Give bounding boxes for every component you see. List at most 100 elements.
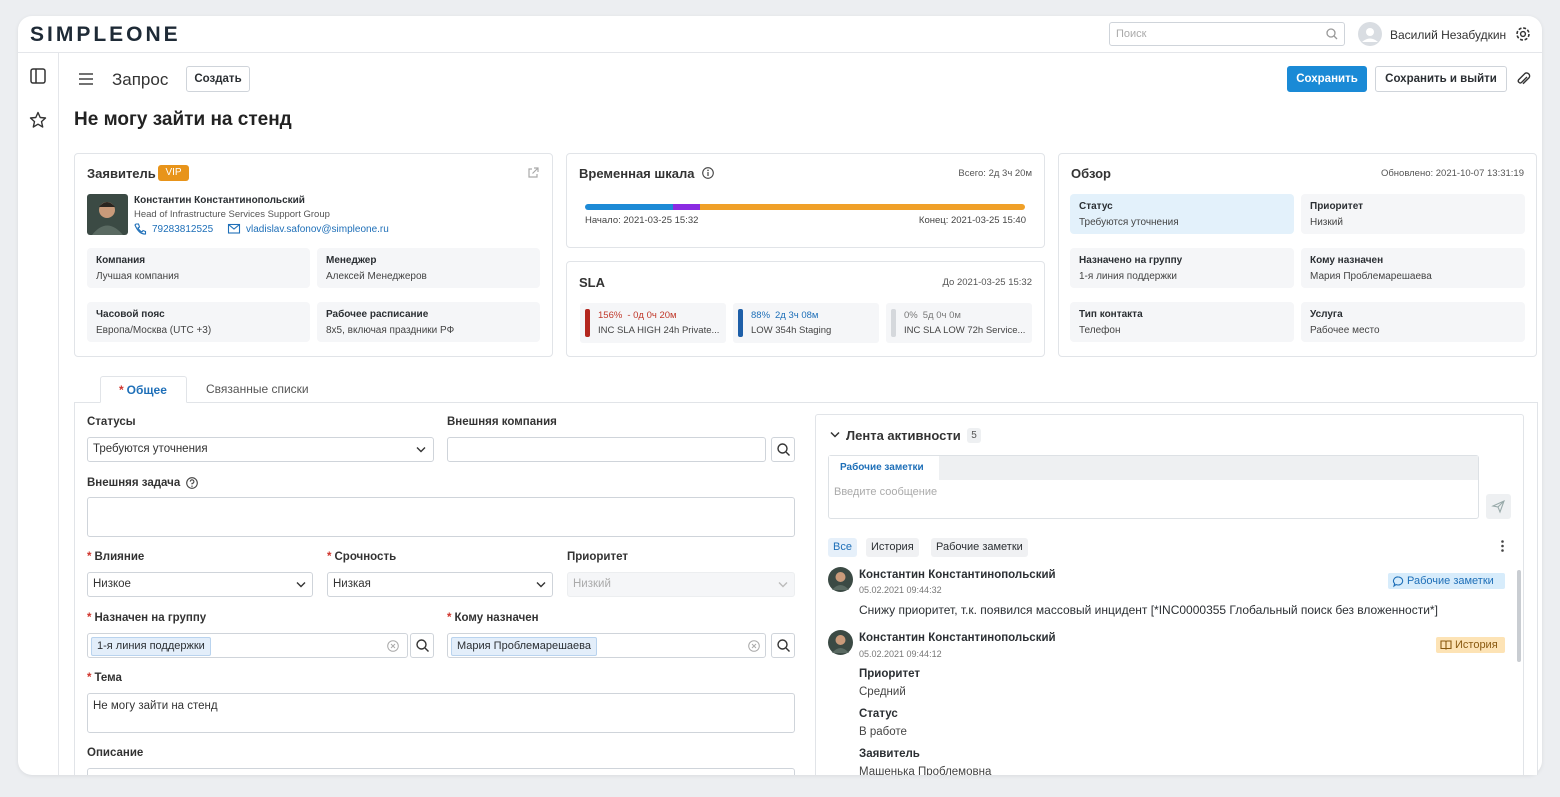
- timeline-bar: [585, 204, 1025, 210]
- subject-input[interactable]: [87, 693, 795, 733]
- field-label: * Срочность: [327, 551, 397, 564]
- required-mark: *: [327, 551, 332, 563]
- sla-time: 5д 0ч 0м: [922, 310, 961, 321]
- filter[interactable]: Все: [828, 538, 857, 557]
- search-button[interactable]: [410, 633, 434, 658]
- tab-active[interactable]: * Общее: [100, 376, 187, 403]
- label-text: Назначен на группу: [94, 612, 207, 624]
- sla-item: 156% - 0д 0ч 20м INC SLA HIGH 24h Private.…: [580, 303, 726, 343]
- requester-email[interactable]: vladislav.safonov@simpleone.ru: [246, 224, 389, 235]
- external-task-input[interactable]: [87, 497, 795, 537]
- search-icon[interactable]: [416, 639, 429, 652]
- sla-time: 2д 3ч 08м: [775, 310, 819, 321]
- overview-updated: Обновлено: 2021-10-07 13:31:19: [1380, 168, 1524, 179]
- field-value: Низкая: [333, 578, 371, 590]
- search-button[interactable]: [771, 633, 795, 658]
- field-label: Приоритет: [1310, 201, 1364, 212]
- attach-icon[interactable]: [1516, 71, 1531, 87]
- compose-tab[interactable]: Рабочие заметки: [829, 456, 939, 480]
- search-icon[interactable]: [777, 639, 790, 652]
- sla-progress: 156% - 0д 0ч 20м: [598, 311, 677, 321]
- search-icon: [1326, 28, 1338, 40]
- settings-icon[interactable]: [1515, 26, 1531, 42]
- sla-deadline: До 2021-03-25 15:32: [942, 277, 1032, 288]
- info-field: Часовой пояс Европа/Москва (UTC +3): [87, 302, 310, 342]
- timeline-total: Всего: 2д 3ч 20м: [958, 168, 1032, 179]
- menu-icon[interactable]: [79, 73, 93, 85]
- field-label: Внешняя компания: [447, 416, 557, 428]
- vip-badge: VIP: [158, 165, 189, 181]
- field-value: Мария Проблемарешаева: [1310, 271, 1432, 282]
- author-avatar: [828, 630, 853, 655]
- label-text: Срочность: [334, 551, 397, 563]
- sla-progress: 0% 5д 0ч 0м: [904, 311, 961, 321]
- info-field: Услуга Рабочее место: [1301, 302, 1525, 342]
- card-title: Заявитель: [87, 166, 156, 181]
- header-border: [18, 52, 1542, 53]
- filter[interactable]: Рабочие заметки: [931, 538, 1028, 557]
- field-value: 8x5, включая праздники РФ: [326, 325, 455, 336]
- chevron-icon: [778, 582, 788, 588]
- required-mark: *: [87, 551, 92, 563]
- requester-phone[interactable]: 79283812525: [152, 224, 214, 235]
- open-link-icon[interactable]: [527, 167, 539, 179]
- sla-indicator: [585, 309, 590, 337]
- save-button[interactable]: Сохранить: [1287, 66, 1367, 92]
- info-field: Тип контакта Телефон: [1070, 302, 1294, 342]
- status-select[interactable]: [87, 437, 434, 462]
- info-field: Компания Лучшая компания: [87, 248, 310, 288]
- label-text: Кому назначен: [454, 612, 539, 624]
- panel-icon[interactable]: [30, 68, 46, 84]
- user-name[interactable]: Василий Незабудкин: [1390, 28, 1507, 42]
- sla-percent: 156%: [598, 310, 623, 321]
- compose-box: [828, 455, 1479, 519]
- group-chip: 1-я линия поддержки: [91, 637, 211, 656]
- clear-icon[interactable]: [387, 640, 399, 652]
- field-label: Назначено на группу: [1079, 255, 1183, 266]
- activity-count: 5: [967, 428, 981, 443]
- favorite-icon[interactable]: [29, 111, 47, 129]
- change-field: Приоритет: [859, 668, 920, 680]
- chevron-icon: [536, 582, 546, 588]
- field-value: Европа/Москва (UTC +3): [96, 325, 212, 336]
- more-icon[interactable]: [1501, 540, 1504, 552]
- search-box[interactable]: [1109, 22, 1345, 46]
- author-avatar: [828, 567, 853, 592]
- search-icon[interactable]: [777, 443, 790, 456]
- assignee-chip: Мария Проблемарешаева: [451, 637, 597, 656]
- required-mark: *: [447, 612, 452, 624]
- sla-percent: 0%: [904, 310, 918, 321]
- urgency-select[interactable]: [327, 572, 553, 597]
- timeline-end: Конец: 2021-03-25 15:40: [918, 215, 1026, 226]
- create-button[interactable]: Создать: [186, 66, 250, 92]
- save-exit-button[interactable]: Сохранить и выйти: [1375, 66, 1507, 92]
- tab-label: Общее: [126, 383, 167, 397]
- field-label: Статусы: [87, 416, 136, 428]
- search-button[interactable]: [771, 437, 795, 462]
- description-input[interactable]: [87, 768, 795, 775]
- change-value: Средний: [859, 686, 906, 698]
- info-field: Статус Требуются уточнения: [1070, 194, 1294, 234]
- field-label: Приоритет: [567, 551, 628, 563]
- activity-title: Лента активности: [846, 428, 961, 443]
- impact-select[interactable]: [87, 572, 313, 597]
- external-company-input[interactable]: [447, 437, 766, 462]
- tab-label[interactable]: Связанные списки: [206, 382, 309, 396]
- field-value: Алексей Менеджеров: [326, 271, 427, 282]
- entry-author: Константин Константинопольский: [859, 569, 1056, 581]
- sla-name: INC SLA HIGH 24h Private...: [598, 325, 720, 336]
- collapse-icon[interactable]: [830, 431, 840, 439]
- mail-icon: [227, 223, 241, 234]
- field-value: Требуются уточнения: [93, 443, 208, 455]
- sidebar-border: [58, 52, 59, 775]
- content: SIMPLEONE Поиск Василий Незабудкин Запро…: [18, 22, 1542, 775]
- field-label: Менеджер: [326, 255, 377, 266]
- filter[interactable]: История: [866, 538, 919, 557]
- info-field: Приоритет Низкий: [1301, 194, 1525, 234]
- field-label: Рабочее расписание: [326, 309, 429, 320]
- logo: SIMPLEONE: [30, 23, 181, 46]
- timeline-segment: [700, 204, 1025, 210]
- clear-icon[interactable]: [748, 640, 760, 652]
- compose-placeholder[interactable]: Введите сообщение: [834, 486, 938, 498]
